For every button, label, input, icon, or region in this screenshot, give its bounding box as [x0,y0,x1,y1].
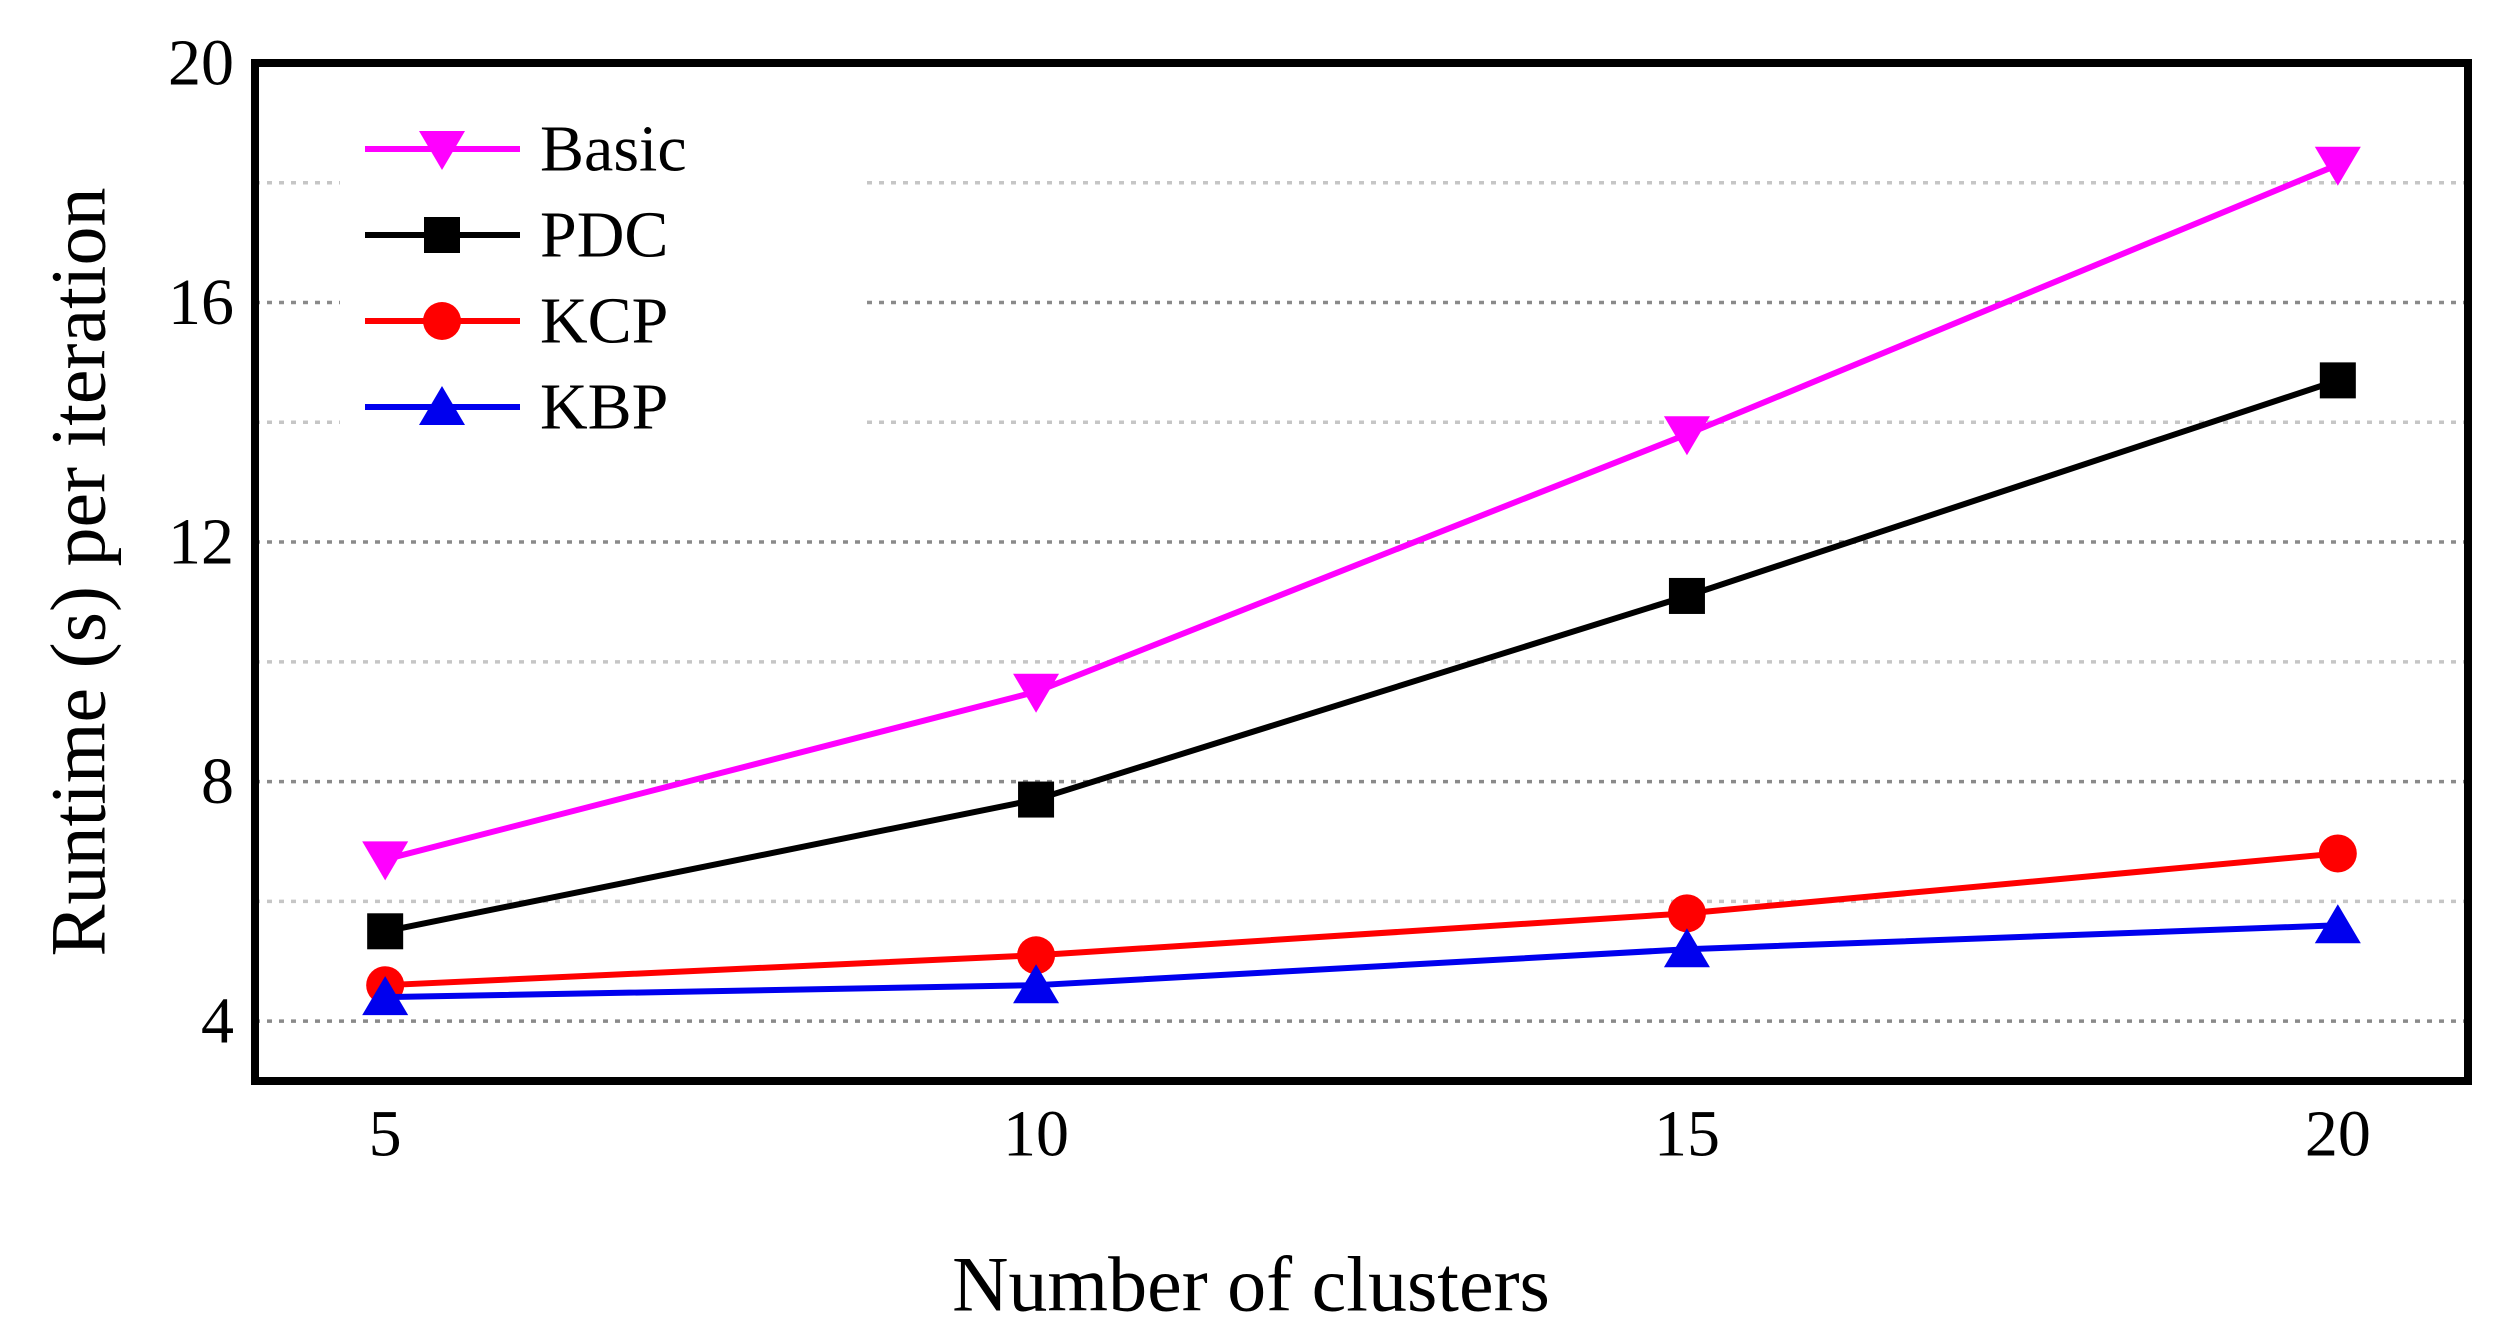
y-tick-label-20: 20 [168,27,234,100]
legend-background [340,100,860,456]
x-tick-label-20: 20 [2305,1098,2371,1171]
legend-item-kcp: KCP [365,285,668,358]
legend: Basic PDC KCP KBP [340,100,860,456]
x-tick-label-5: 5 [369,1098,402,1171]
y-tick-label-8: 8 [201,745,234,818]
legend-marker-kcp [423,302,461,340]
marker-pdc-x5 [367,913,404,950]
legend-marker-pdc [424,217,460,253]
legend-marker-basic [419,131,465,170]
marker-pdc-x20 [2319,362,2356,399]
data-series [362,146,2361,1016]
x-tick-label-10: 10 [1003,1098,1069,1171]
series-line-kcp [382,850,2341,989]
marker-pdc-x15 [1668,577,1705,614]
legend-label-kcp: KCP [540,285,668,358]
series-line-pdc [382,377,2341,935]
legend-label-kbp: KBP [540,371,668,444]
x-axis-tick-labels: 5 10 15 20 [369,1098,2371,1171]
legend-item-kbp: KBP [365,371,668,444]
marker-kcp-x15 [1667,894,1706,933]
marker-basic-x5 [362,841,409,881]
legend-item-basic: Basic [365,113,687,186]
y-tick-label-4: 4 [201,985,234,1058]
marker-basic-x20 [2314,146,2361,186]
legend-label-pdc: PDC [540,199,668,272]
marker-pdc-x10 [1018,781,1055,818]
y-axis-tick-labels: 4 8 12 16 20 [168,27,234,1058]
y-tick-label-16: 16 [168,266,234,339]
x-axis-title: Number of clusters [952,1241,1550,1328]
gridlines [255,181,2468,1023]
marker-kcp-x20 [2318,834,2357,873]
marker-kbp-x10 [1013,964,1060,1004]
plot-border [251,59,2472,1085]
y-tick-label-12: 12 [168,506,234,579]
series-line-kbp [382,922,2341,1001]
legend-marker-kbp [419,386,465,425]
marker-kbp-x15 [1663,928,1710,968]
marker-kcp-x10 [1017,936,1056,975]
y-axis-title: Runtime (s) per iteration [35,188,122,957]
legend-item-pdc: PDC [365,199,668,272]
marker-kbp-x5 [362,976,409,1016]
x-tick-label-15: 15 [1654,1098,1720,1171]
marker-basic-x15 [1663,416,1710,456]
marker-kbp-x20 [2314,904,2361,944]
series-line-basic [382,161,2341,863]
marker-basic-x10 [1013,673,1060,713]
legend-label-basic: Basic [540,113,687,186]
